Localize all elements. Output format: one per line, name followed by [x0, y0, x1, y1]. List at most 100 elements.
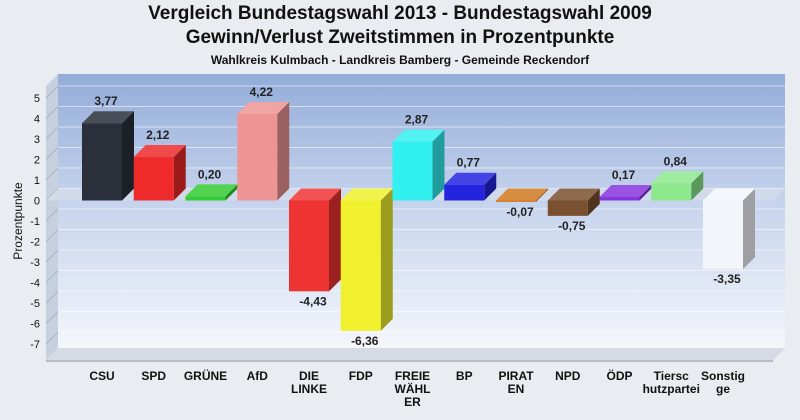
data-label: -0,75 — [558, 219, 586, 233]
bar-side — [691, 171, 704, 201]
gridline-side — [45, 249, 59, 263]
chart-title: Vergleich Bundestagswahl 2013 - Bundesta… — [148, 3, 652, 24]
bar-bp — [444, 172, 497, 201]
bar-front — [651, 183, 692, 201]
bar-sonstigge — [703, 188, 755, 270]
gridline-side — [45, 311, 59, 324]
y-axis-label: Prozentpunkte — [11, 182, 25, 260]
bar-side — [329, 188, 341, 292]
bar-freiewähler — [392, 129, 445, 201]
category-label: CSU — [89, 369, 114, 383]
data-labels: 3,77 2,12 0,20 4,22 -4,43 -6,36 2,87 0,77 -0,07 -… — [94, 85, 741, 348]
bar-ödp — [599, 185, 652, 201]
category-label: GRÜNE — [184, 368, 227, 383]
bar-front — [703, 200, 743, 270]
category-label: AfD — [247, 369, 269, 383]
gridline-side — [45, 106, 59, 119]
bar-top — [340, 188, 393, 201]
category-label: BP — [456, 369, 473, 383]
y-tick-label: -6 — [30, 319, 40, 331]
bar-front — [237, 113, 278, 201]
data-label: 0,17 — [612, 168, 636, 182]
data-label: -3,35 — [713, 272, 741, 286]
bar-top — [547, 188, 600, 201]
category-label: hutzpartei — [643, 382, 700, 396]
gridline-side — [45, 85, 59, 99]
bar-front — [547, 200, 588, 216]
category-label: Tiersc — [654, 369, 689, 383]
gridline-side — [45, 147, 59, 160]
bar-side — [743, 188, 755, 270]
category-label: SPD — [141, 369, 166, 383]
bar-tierschutzpartei — [651, 171, 704, 201]
data-label: 0,77 — [457, 156, 481, 170]
plot-left-wall — [46, 74, 58, 360]
bar-front — [340, 200, 381, 331]
data-label: 4,22 — [250, 85, 274, 99]
plot-area — [58, 74, 785, 348]
bar-front — [289, 200, 329, 292]
bar-dielinke — [289, 188, 341, 292]
gridline-side — [45, 167, 59, 181]
y-tick-label: 5 — [34, 93, 40, 105]
category-label: ge — [716, 382, 730, 396]
bar-side — [173, 145, 186, 201]
category-label: Sonstig — [701, 369, 745, 383]
y-axis-ticks: 5 4 3 2 1 0 -1 -2 -3 -4 -5 -6 -7 — [30, 93, 40, 351]
bar-top — [444, 172, 497, 185]
bar-top — [703, 188, 755, 201]
bars — [82, 101, 755, 331]
category-label: FREIE — [395, 369, 430, 383]
category-label: LINKE — [291, 382, 327, 396]
bar-top — [651, 171, 704, 184]
data-label: 3,77 — [94, 94, 118, 108]
bar-top — [237, 101, 290, 114]
data-label: 0,84 — [664, 154, 688, 168]
gridline-side — [45, 270, 59, 283]
bar-side — [432, 129, 445, 201]
chart-subtitle: Gewinn/Verlust Zweitstimmen in Prozentpu… — [185, 27, 615, 48]
y-tick-label: -4 — [30, 278, 40, 290]
bar-side — [225, 184, 238, 201]
y-tick-label: -1 — [30, 216, 40, 228]
bar-top — [185, 184, 238, 197]
category-label: PIRAT — [498, 369, 534, 383]
category-label: EN — [508, 382, 525, 396]
data-label: 2,87 — [405, 113, 429, 127]
bar-grüne — [185, 184, 238, 201]
bar-side — [122, 111, 134, 201]
bar-side — [536, 188, 548, 202]
bar-front — [82, 123, 122, 201]
gridline-side — [45, 290, 59, 304]
bar-afd — [237, 101, 290, 201]
category-label: ER — [404, 395, 421, 409]
bar-side — [639, 185, 652, 201]
y-tick-label: 2 — [34, 155, 40, 167]
plot-floor-edge — [46, 360, 773, 362]
y-tick-label: 1 — [34, 175, 40, 187]
bar-front — [599, 197, 640, 201]
bar-top — [289, 188, 341, 201]
y-tick-label: 3 — [34, 134, 40, 146]
bar-front — [185, 196, 226, 201]
bar-side — [587, 188, 600, 216]
plot-floor — [46, 348, 785, 360]
data-label: -6,36 — [351, 334, 379, 348]
bar-front — [392, 141, 433, 201]
bar-side — [277, 101, 290, 201]
category-label: WÄHL — [395, 381, 431, 396]
bar-top — [496, 188, 548, 201]
gridline-side — [45, 331, 59, 345]
bar-csu — [82, 111, 134, 201]
category-label: NPD — [555, 369, 581, 383]
bar-top — [392, 129, 445, 142]
bar-front — [444, 184, 485, 201]
gridline-side — [45, 208, 59, 222]
plot-background — [46, 74, 785, 362]
data-label: -4,43 — [299, 294, 327, 308]
data-label: -0,07 — [506, 205, 534, 219]
bar-side — [484, 172, 497, 201]
bar-piraten — [496, 188, 548, 202]
y-tick-label: 0 — [34, 196, 40, 208]
